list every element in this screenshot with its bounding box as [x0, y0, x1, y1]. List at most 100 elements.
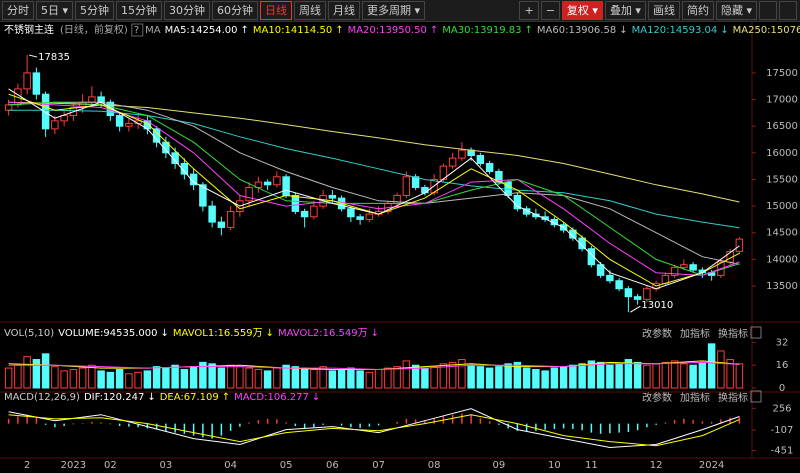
y-tick-label: 16000	[766, 148, 798, 159]
volume-bar	[467, 364, 475, 389]
volume-bar	[125, 373, 133, 389]
candle-body	[208, 205, 216, 223]
period-button[interactable]: 更多周期 ▾	[362, 1, 426, 20]
volume-bar	[106, 371, 115, 389]
volume-bar	[152, 366, 161, 389]
y-tick-label: 15000	[766, 201, 798, 212]
panel-button[interactable]: 加指标	[680, 327, 710, 340]
volume-bar	[402, 360, 411, 389]
period-button[interactable]: 5日 ▾	[36, 1, 74, 20]
x-tick-label: 04	[224, 460, 237, 471]
panel-button[interactable]: 换指标	[718, 391, 748, 404]
volume-bar	[69, 368, 78, 389]
volume-bar	[384, 367, 392, 389]
legend-arrow: ↓	[266, 328, 274, 339]
period-button[interactable]: 15分钟	[116, 1, 163, 20]
icon-button[interactable]	[759, 1, 777, 20]
period-button[interactable]: 5分钟	[75, 1, 115, 20]
legend-arrow: ↓	[720, 25, 728, 36]
candle-body	[356, 216, 364, 220]
tool-button[interactable]: 简约	[681, 1, 714, 20]
tool-button[interactable]: +	[519, 1, 539, 20]
tool-button[interactable]: −	[540, 1, 560, 20]
indicator-title: 不锈钢主连	[4, 23, 54, 36]
candle-body	[273, 176, 281, 186]
x-tick-label: 10	[548, 460, 561, 471]
y-tick-label: 16500	[766, 121, 798, 132]
line-series	[8, 88, 740, 290]
candle-body	[448, 157, 457, 167]
volume-bar	[115, 368, 124, 389]
candle-body	[624, 288, 633, 298]
close-box	[750, 390, 762, 403]
legend-arrow: ↓	[371, 328, 379, 339]
y-tick-label: 32	[776, 337, 789, 348]
candle-body	[689, 264, 697, 271]
legend-item: MA20:13950.50	[348, 25, 427, 36]
y-tick-label: 13500	[766, 281, 798, 292]
panel-button[interactable]: 改参数	[642, 327, 672, 340]
candle-body	[254, 181, 263, 188]
candle-body	[263, 181, 272, 186]
candle-body	[97, 96, 105, 103]
line-series	[8, 101, 740, 265]
volume-bar	[282, 364, 290, 389]
volume-bar	[162, 367, 170, 389]
volume-bar	[217, 367, 226, 389]
y-tick-label: 17000	[766, 95, 798, 106]
candle-body	[300, 210, 309, 218]
candle-body	[23, 72, 31, 90]
tool-button[interactable]: 复权 ▾	[561, 1, 603, 20]
period-button[interactable]: 分时	[2, 1, 34, 20]
volume-bar	[60, 370, 68, 389]
volume-bar	[180, 368, 189, 389]
legend-item: MAVOL1:16.559万	[173, 328, 263, 339]
volume-bar	[23, 356, 31, 389]
volume-bar	[504, 363, 512, 389]
indicator-title: VOL(5,10)	[4, 328, 54, 339]
help-icon: ?	[134, 25, 139, 36]
legend-arrow: ↑	[525, 25, 533, 36]
volume-bar	[134, 371, 142, 389]
x-tick-label: 08	[428, 460, 441, 471]
legend-item: MAVOL2:16.549万	[278, 328, 368, 339]
candle-body	[199, 184, 207, 207]
tool-button[interactable]: 叠加 ▾	[604, 1, 646, 20]
ma-prefix: MA	[145, 25, 161, 36]
indicator-title: MACD(12,26,9)	[4, 392, 80, 403]
candle-body	[310, 205, 318, 218]
period-group: 分时 5日 ▾ 5分钟 15分钟 30分钟 60分钟 日线 周线 月线 更多周期 ▾	[0, 1, 426, 20]
period-button[interactable]: 60分钟	[212, 1, 259, 20]
candle-body	[633, 296, 642, 300]
tool-button[interactable]: 画线	[647, 1, 680, 20]
period-button[interactable]: 日线	[260, 1, 293, 20]
panel-button[interactable]: 改参数	[642, 391, 672, 404]
y-tick-label: 14000	[766, 254, 798, 265]
icon-button[interactable]	[779, 1, 797, 20]
legend-item: DIF:120.247	[84, 392, 144, 403]
legend-item: MA30:13919.83	[442, 25, 521, 36]
period-button[interactable]: 30分钟	[164, 1, 211, 20]
candle-body	[596, 264, 605, 276]
volume-bar	[208, 363, 216, 389]
volume-bar	[374, 368, 383, 389]
y-tick-label: 256	[772, 403, 791, 414]
x-tick-label: 2	[24, 460, 30, 471]
volume-bar	[643, 364, 651, 389]
y-tick-label: -107	[771, 425, 794, 436]
panel-button[interactable]: 换指标	[718, 327, 748, 340]
annotation: 17835	[38, 52, 70, 63]
period-button[interactable]: 月线	[328, 1, 361, 20]
volume-bar	[559, 366, 568, 389]
candle-body	[606, 274, 614, 282]
x-tick-label: 12	[650, 460, 663, 471]
period-button[interactable]: 周线	[294, 1, 327, 20]
panel-button[interactable]: 加指标	[680, 391, 710, 404]
tool-button[interactable]: 隐藏 ▾	[715, 1, 757, 20]
volume-bar	[522, 367, 531, 389]
volume-bar	[245, 367, 253, 389]
legend-item: MA60:13906.58	[537, 25, 616, 36]
legend-item: MA10:14114.50	[253, 25, 332, 36]
line-series	[8, 101, 740, 276]
candle-body	[365, 213, 374, 220]
